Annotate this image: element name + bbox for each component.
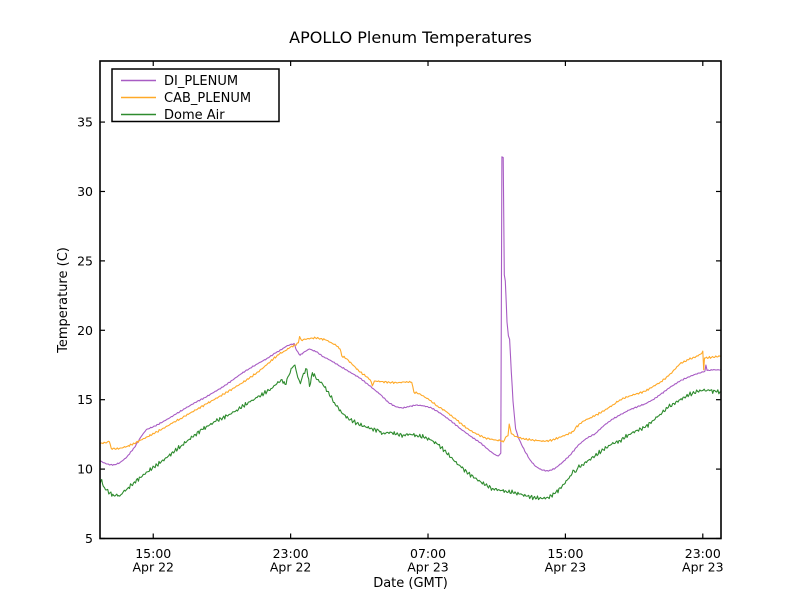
y-tick-label: 35 (77, 115, 93, 130)
y-tick-label: 20 (77, 323, 93, 338)
legend: DI_PLENUM CAB_PLENUM Dome Air (111, 68, 280, 123)
chart-title: APOLLO Plenum Temperatures (289, 28, 532, 47)
y-tick-label: 15 (77, 392, 93, 407)
x-tick-time-label: 23:00 (273, 546, 309, 561)
x-tick-date-label: Apr 22 (270, 560, 312, 575)
series-lines-group (100, 156, 721, 501)
y-tick-label: 25 (77, 253, 93, 268)
legend-label: CAB_PLENUM (164, 91, 251, 106)
y-tick-label: 30 (77, 184, 93, 199)
axes-frame (99, 60, 722, 540)
x-tick-date-label: Apr 23 (407, 560, 449, 575)
series-line-di_plenum (100, 156, 721, 472)
x-tick-date-label: Apr 23 (682, 560, 724, 575)
legend-label: Dome Air (164, 108, 225, 123)
y-axis-label: Temperature (C) (56, 247, 71, 354)
x-axis-label: Date (GMT) (373, 576, 448, 591)
x-tick-time-label: 15:00 (547, 546, 583, 561)
x-tick-time-label: 15:00 (135, 546, 171, 561)
series-line-dome-air (100, 364, 721, 501)
x-tick-date-label: Apr 23 (545, 560, 587, 575)
legend-box (111, 68, 280, 123)
x-tick-date-label: Apr 22 (132, 560, 174, 575)
y-tick-label: 5 (85, 531, 93, 546)
x-tick-time-label: 07:00 (410, 546, 446, 561)
legend-label: DI_PLENUM (164, 74, 238, 89)
y-tick-label: 10 (77, 462, 93, 477)
series-line-cab_plenum (100, 335, 721, 450)
x-tick-time-label: 23:00 (685, 546, 721, 561)
